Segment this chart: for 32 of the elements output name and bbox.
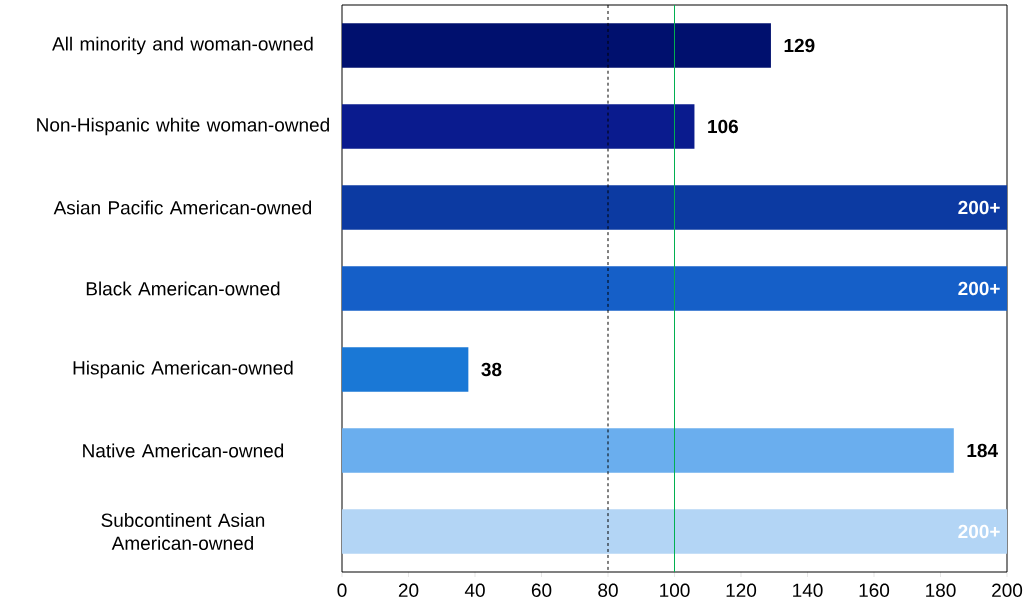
bar [342, 428, 954, 473]
data-label: 200+ [958, 200, 1000, 215]
x-tick-label: 160 [859, 583, 890, 597]
y-tick-label: Native American-owned [83, 443, 284, 458]
bar [342, 104, 695, 149]
x-tick-label: 140 [793, 583, 823, 597]
bar [342, 23, 771, 68]
y-tick-label: Asian Pacific American-owned [53, 200, 312, 215]
data-label: 38 [481, 362, 502, 377]
y-tick-label: Black American-owned [86, 281, 280, 296]
y-tick-label: Subcontinent Asian American-owned [101, 513, 265, 550]
bar [342, 185, 1008, 230]
x-tick-label: 200 [992, 583, 1023, 597]
x-tick-label: 80 [598, 583, 618, 597]
x-tick-label: 20 [398, 583, 419, 597]
x-tick-label: 40 [464, 583, 485, 597]
data-label: 184 [967, 443, 998, 458]
y-tick-label: All minority and woman-owned [52, 36, 313, 55]
x-tick-label: 120 [726, 583, 757, 597]
bar [342, 347, 469, 392]
data-label: 200+ [958, 524, 1000, 539]
y-tick-label: Hispanic American-owned [73, 360, 293, 379]
y-tick-label: Non-Hispanic white woman-owned [37, 117, 329, 136]
data-label: 106 [708, 119, 738, 134]
bar [342, 509, 1008, 554]
x-tick-label: 100 [660, 583, 690, 597]
data-label: 129 [784, 38, 815, 53]
x-tick-label: 180 [926, 583, 956, 597]
data-label: 200+ [958, 281, 1000, 296]
x-tick-label: 0 [337, 583, 347, 597]
x-tick-label: 60 [531, 583, 552, 597]
bar [342, 266, 1008, 311]
